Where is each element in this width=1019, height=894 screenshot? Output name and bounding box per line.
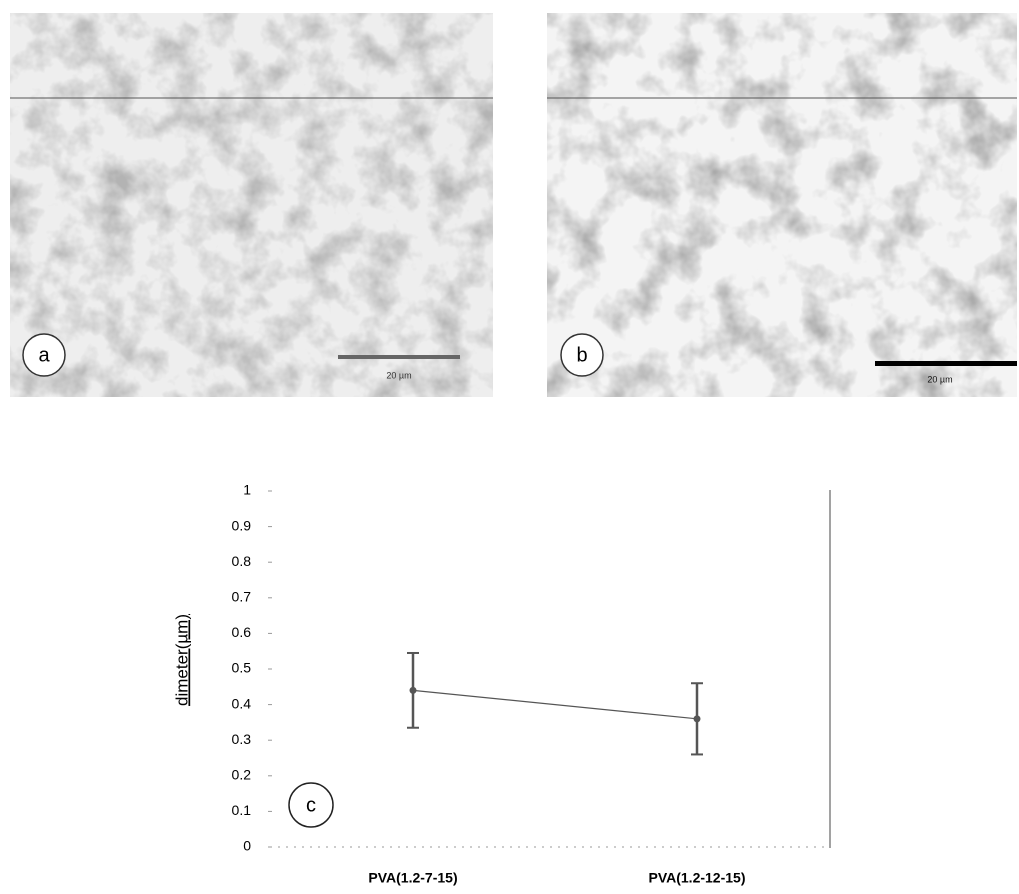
panel-label: b [576,344,587,366]
x-tick-label: PVA(1.2-12-15) [648,870,745,886]
micrograph-texture [10,13,493,397]
y-tick-label: 0.8 [232,553,252,569]
micrograph-texture [547,13,1017,397]
y-tick-label: 0.1 [232,802,252,818]
point [694,715,701,722]
scale-label: 20 µm [927,374,952,384]
y-tick-label: 0.7 [232,589,252,605]
panel-label: a [38,344,50,366]
y-axis-label: dimeter(µm) [172,614,191,706]
y-tick-label: 0.3 [232,731,252,747]
point [410,687,417,694]
panel-a: 20 µm a [10,13,493,397]
y-tick-label: 0 [243,838,251,854]
panel-label: c [306,794,316,816]
page: {"panels": {"a": {"label": "a", "scale":… [0,0,1019,889]
y-tick-label: 0.5 [232,660,252,676]
scale-bar [338,355,460,359]
chart: dimeter(µm) c 0 0.1 0.2 0.3 0.4 0.5 0.6 0.7 0.8 0… [172,482,830,886]
panel-b: 20 µm b [547,13,1017,397]
y-tick-label: 0.2 [232,767,252,783]
y-tick-label: 1 [243,482,251,498]
x-tick-label: PVA(1.2-7-15) [368,870,457,886]
y-tick-label: 0.4 [232,695,252,711]
scale-bar [875,361,1017,366]
series-line [413,690,697,718]
y-tick-label: 0.6 [232,624,252,640]
scale-label: 20 µm [386,370,411,380]
y-tick-label: 0.9 [232,517,252,533]
figure: 20 µm a 20 µm b dimeter(µm) c 0 0.1 0.2 0.3… [0,0,1019,889]
